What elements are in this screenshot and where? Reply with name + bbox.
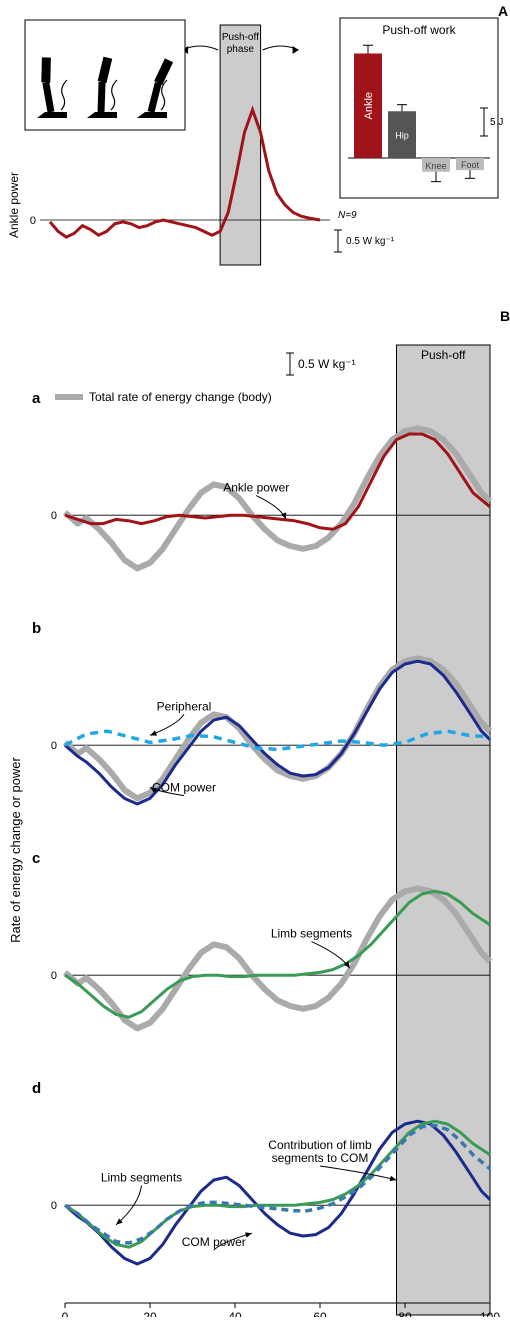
panel-b-label: B [500, 308, 510, 324]
ankle-power-ylabel: Ankle power [7, 172, 21, 238]
bar-title: Push-off work [382, 23, 456, 37]
series-label: segments to COM [272, 1151, 369, 1165]
x-tick: 60 [313, 1310, 327, 1317]
subplot-tag: c [32, 850, 40, 867]
x-tick: 80 [398, 1310, 412, 1317]
bar-label: Hip [395, 131, 409, 141]
scalebar-a: 0.5 W kg⁻¹ [346, 236, 395, 247]
x-tick: 100 [480, 1310, 500, 1317]
pushoff-label-a: phase [227, 44, 255, 55]
zero-label: 0 [51, 740, 57, 752]
series-label: Contribution of limb [268, 1138, 372, 1152]
subplot-tag: d [32, 1080, 41, 1097]
series-label: COM power [182, 1235, 246, 1249]
series-label: Ankle power [223, 481, 289, 495]
series-label: Limb segments [101, 1171, 182, 1185]
n-label: N=9 [338, 210, 357, 221]
bar-label: Ankle [363, 92, 375, 120]
panel-a-label: A [498, 3, 508, 19]
zero-label: 0 [51, 1200, 57, 1212]
y-axis-label: Rate of energy change or power [8, 756, 23, 942]
zero-label: 0 [51, 510, 57, 522]
subplot-tag: a [32, 390, 41, 407]
scalebar-b: 0.5 W kg⁻¹ [298, 357, 356, 371]
bar-scalebar: 5 J [490, 117, 503, 128]
legend-total-body: Total rate of energy change (body) [89, 390, 272, 404]
x-tick: 0 [62, 1310, 69, 1317]
pushoff-band-b [397, 345, 491, 1315]
figure-root: APush-offphase0Ankle power0.5 W kg⁻¹N=9P… [0, 0, 510, 1322]
bar-label: Knee [425, 161, 446, 171]
panel-b-svg: B Push-off 0.5 W kg⁻¹ Total rate of energy … [0, 305, 510, 1317]
zero-label: 0 [51, 970, 57, 982]
bar-label: Foot [461, 160, 480, 170]
series-label: Limb segments [271, 927, 352, 941]
series-label: COM power [152, 781, 216, 795]
pushoff-band-a [220, 25, 261, 265]
pushoff-label-b: Push-off [421, 348, 466, 362]
panel-a-svg: A Push-offphase 0 Ankle power 0.5 W kg⁻¹ N=9 P… [0, 0, 510, 300]
x-tick: 20 [143, 1310, 157, 1317]
x-tick: 40 [228, 1310, 242, 1317]
zero-label-a: 0 [30, 215, 36, 227]
subplot-tag: b [32, 620, 41, 637]
pushoff-label-a: Push-off [222, 32, 259, 43]
series-label: Peripheral [157, 699, 212, 713]
